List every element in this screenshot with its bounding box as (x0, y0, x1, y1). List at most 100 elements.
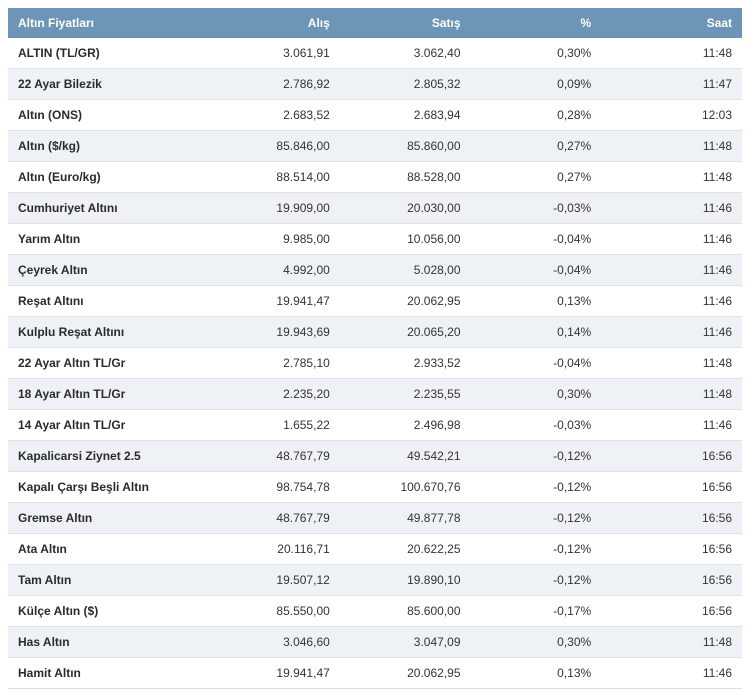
cell-time: 11:48 (601, 627, 742, 658)
cell-name[interactable]: Çeyrek Altın (8, 255, 209, 286)
cell-pct: -0,12% (471, 534, 602, 565)
column-header-buy: Alış (209, 8, 340, 38)
cell-time: 16:56 (601, 596, 742, 627)
cell-sell: 2.683,94 (340, 100, 471, 131)
cell-pct: -0,17% (471, 596, 602, 627)
cell-buy: 19.507,12 (209, 565, 340, 596)
cell-name[interactable]: Yarım Altın (8, 224, 209, 255)
cell-sell: 49.877,78 (340, 503, 471, 534)
cell-time: 11:46 (601, 286, 742, 317)
cell-buy: 1.655,22 (209, 410, 340, 441)
cell-pct: -0,12% (471, 441, 602, 472)
cell-buy: 9.985,00 (209, 224, 340, 255)
cell-name[interactable]: Külçe Altın ($) (8, 596, 209, 627)
column-header-name: Altın Fiyatları (8, 8, 209, 38)
cell-sell: 2.496,98 (340, 410, 471, 441)
cell-name[interactable]: 18 Ayar Altın TL/Gr (8, 379, 209, 410)
cell-name[interactable]: Kulplu Reşat Altını (8, 317, 209, 348)
cell-name[interactable]: Reşat Altını (8, 286, 209, 317)
cell-pct: 0,14% (471, 317, 602, 348)
table-row: Yarım Altın9.985,0010.056,00-0,04%11:46 (8, 224, 742, 255)
cell-time: 11:46 (601, 255, 742, 286)
cell-buy: 48.767,79 (209, 503, 340, 534)
cell-time: 16:56 (601, 565, 742, 596)
cell-pct: -0,12% (471, 503, 602, 534)
cell-time: 11:46 (601, 410, 742, 441)
cell-sell: 2.933,52 (340, 348, 471, 379)
table-row: Has Altın3.046,603.047,090,30%11:48 (8, 627, 742, 658)
cell-sell: 88.528,00 (340, 162, 471, 193)
cell-buy: 4.992,00 (209, 255, 340, 286)
cell-pct: 0,27% (471, 162, 602, 193)
cell-sell: 20.065,20 (340, 317, 471, 348)
cell-name[interactable]: Gremse Altın (8, 503, 209, 534)
cell-time: 16:56 (601, 441, 742, 472)
cell-name[interactable]: Ata Altın (8, 534, 209, 565)
cell-time: 11:48 (601, 348, 742, 379)
cell-pct: 0,30% (471, 38, 602, 69)
table-row: Kulplu Reşat Altını19.943,6920.065,200,1… (8, 317, 742, 348)
table-row: Kapalı Çarşı Beşli Altın98.754,78100.670… (8, 472, 742, 503)
cell-time: 16:56 (601, 534, 742, 565)
cell-buy: 2.786,92 (209, 69, 340, 100)
cell-buy: 2.785,10 (209, 348, 340, 379)
cell-pct: 0,13% (471, 286, 602, 317)
cell-time: 11:46 (601, 317, 742, 348)
cell-time: 11:48 (601, 162, 742, 193)
cell-time: 12:03 (601, 100, 742, 131)
cell-buy: 20.116,71 (209, 534, 340, 565)
cell-buy: 98.754,78 (209, 472, 340, 503)
table-row: 14 Ayar Altın TL/Gr1.655,222.496,98-0,03… (8, 410, 742, 441)
cell-pct: 0,28% (471, 100, 602, 131)
cell-pct: -0,03% (471, 193, 602, 224)
cell-sell: 2.805,32 (340, 69, 471, 100)
cell-buy: 19.941,47 (209, 658, 340, 689)
table-row: Hamit Altın19.941,4720.062,950,13%11:46 (8, 658, 742, 689)
cell-name[interactable]: Hamit Altın (8, 658, 209, 689)
gold-prices-table: Altın Fiyatları Alış Satış % Saat ALTIN … (8, 8, 742, 689)
cell-buy: 19.943,69 (209, 317, 340, 348)
cell-name[interactable]: Altın (ONS) (8, 100, 209, 131)
cell-sell: 20.062,95 (340, 286, 471, 317)
cell-pct: -0,04% (471, 348, 602, 379)
cell-name[interactable]: Kapalı Çarşı Beşli Altın (8, 472, 209, 503)
cell-buy: 3.046,60 (209, 627, 340, 658)
column-header-time: Saat (601, 8, 742, 38)
cell-name[interactable]: Tam Altın (8, 565, 209, 596)
cell-name[interactable]: Altın ($/kg) (8, 131, 209, 162)
cell-buy: 85.550,00 (209, 596, 340, 627)
cell-name[interactable]: Has Altın (8, 627, 209, 658)
cell-pct: 0,30% (471, 627, 602, 658)
table-body: ALTIN (TL/GR)3.061,913.062,400,30%11:482… (8, 38, 742, 689)
table-row: ALTIN (TL/GR)3.061,913.062,400,30%11:48 (8, 38, 742, 69)
cell-pct: -0,12% (471, 565, 602, 596)
cell-sell: 3.047,09 (340, 627, 471, 658)
table-row: Çeyrek Altın4.992,005.028,00-0,04%11:46 (8, 255, 742, 286)
cell-sell: 5.028,00 (340, 255, 471, 286)
cell-pct: -0,12% (471, 472, 602, 503)
cell-sell: 49.542,21 (340, 441, 471, 472)
table-row: Reşat Altını19.941,4720.062,950,13%11:46 (8, 286, 742, 317)
cell-name[interactable]: Cumhuriyet Altını (8, 193, 209, 224)
table-row: Külçe Altın ($)85.550,0085.600,00-0,17%1… (8, 596, 742, 627)
table-row: Altın (Euro/kg)88.514,0088.528,000,27%11… (8, 162, 742, 193)
cell-name[interactable]: 22 Ayar Altın TL/Gr (8, 348, 209, 379)
cell-pct: 0,27% (471, 131, 602, 162)
table-row: Altın ($/kg)85.846,0085.860,000,27%11:48 (8, 131, 742, 162)
cell-pct: 0,30% (471, 379, 602, 410)
table-row: Altın (ONS)2.683,522.683,940,28%12:03 (8, 100, 742, 131)
cell-time: 11:48 (601, 38, 742, 69)
cell-name[interactable]: ALTIN (TL/GR) (8, 38, 209, 69)
cell-name[interactable]: Kapalicarsi Ziynet 2.5 (8, 441, 209, 472)
table-row: Tam Altın19.507,1219.890,10-0,12%16:56 (8, 565, 742, 596)
cell-buy: 2.683,52 (209, 100, 340, 131)
cell-time: 11:47 (601, 69, 742, 100)
cell-name[interactable]: Altın (Euro/kg) (8, 162, 209, 193)
cell-sell: 100.670,76 (340, 472, 471, 503)
cell-time: 16:56 (601, 503, 742, 534)
cell-sell: 20.622,25 (340, 534, 471, 565)
cell-name[interactable]: 14 Ayar Altın TL/Gr (8, 410, 209, 441)
table-row: 22 Ayar Altın TL/Gr2.785,102.933,52-0,04… (8, 348, 742, 379)
cell-name[interactable]: 22 Ayar Bilezik (8, 69, 209, 100)
cell-buy: 19.941,47 (209, 286, 340, 317)
